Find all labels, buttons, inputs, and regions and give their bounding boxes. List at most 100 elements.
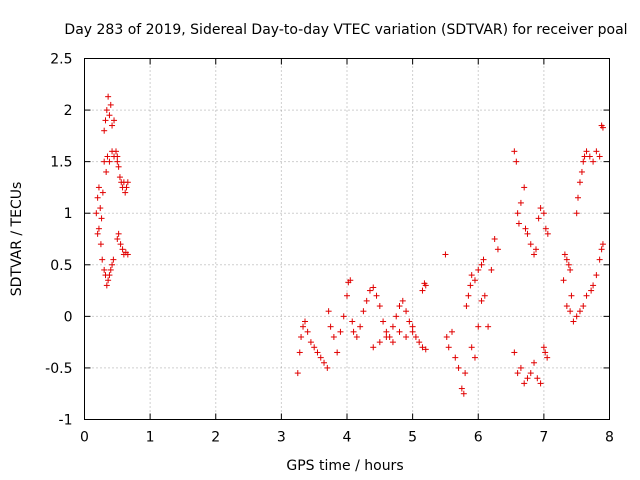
- data-point: [443, 333, 450, 340]
- data-point: [494, 246, 501, 253]
- data-point: [583, 292, 590, 299]
- x-tick-label: 6: [474, 430, 483, 446]
- data-point: [455, 364, 462, 371]
- y-tick-label: 2.5: [50, 52, 72, 68]
- data-point: [101, 158, 108, 165]
- data-point: [110, 256, 117, 263]
- data-point: [527, 370, 534, 377]
- data-point: [403, 333, 410, 340]
- data-point: [376, 303, 383, 310]
- data-point: [560, 277, 567, 284]
- data-point: [95, 225, 102, 232]
- grid-lines: [84, 58, 610, 420]
- data-point: [524, 375, 531, 382]
- data-point: [98, 215, 105, 222]
- data-point: [491, 236, 498, 242]
- data-point: [580, 303, 587, 310]
- data-point: [344, 292, 350, 299]
- data-point: [565, 261, 572, 268]
- data-point: [599, 124, 606, 131]
- data-point: [123, 184, 130, 191]
- data-point: [468, 272, 475, 279]
- data-point: [475, 266, 482, 273]
- data-point: [527, 241, 534, 248]
- data-point: [445, 344, 452, 351]
- data-point: [524, 230, 531, 237]
- data-point: [422, 346, 429, 353]
- data-point: [324, 364, 331, 371]
- data-point: [465, 292, 472, 299]
- data-point: [542, 225, 549, 232]
- y-axis-label: SDTVAR / TECUs: [9, 182, 25, 297]
- data-point: [471, 277, 478, 284]
- data-point: [561, 251, 568, 258]
- data-point: [366, 287, 373, 294]
- data-point: [113, 148, 119, 155]
- data-point: [353, 333, 360, 340]
- data-point: [462, 370, 469, 377]
- data-point: [350, 328, 357, 335]
- data-point: [370, 344, 377, 351]
- data-point: [521, 184, 528, 191]
- data-point: [97, 241, 104, 248]
- data-point: [109, 261, 116, 268]
- data-point: [460, 390, 467, 397]
- data-point: [463, 303, 470, 310]
- data-point: [583, 148, 590, 155]
- data-point: [383, 328, 390, 335]
- data-point: [471, 354, 478, 361]
- data-points: [93, 93, 606, 397]
- data-point: [511, 148, 518, 155]
- data-point: [373, 292, 380, 299]
- data-point: [480, 256, 487, 263]
- axis-ticks: 0 1 2 3 4 5 6 7 8 -1 -0.5 0 0.5 1 1.5 2 2.5: [45, 52, 614, 446]
- data-point: [467, 282, 474, 289]
- data-point: [101, 266, 108, 273]
- data-point: [376, 339, 383, 346]
- data-point: [302, 318, 308, 325]
- data-point: [531, 359, 538, 366]
- data-point: [485, 323, 492, 330]
- data-point: [537, 205, 544, 212]
- data-point: [101, 127, 108, 134]
- data-point: [537, 380, 544, 387]
- data-point: [300, 323, 307, 330]
- x-tick-label: 8: [605, 430, 614, 446]
- data-point: [531, 251, 538, 258]
- data-point: [389, 323, 396, 330]
- data-point: [409, 323, 416, 330]
- data-point: [314, 349, 321, 356]
- x-tick-label: 7: [539, 430, 548, 446]
- data-point: [325, 308, 332, 315]
- data-point: [593, 148, 600, 155]
- data-point: [513, 158, 520, 165]
- data-point: [599, 241, 606, 248]
- data-point: [383, 333, 390, 340]
- data-point: [419, 344, 426, 351]
- data-point: [535, 215, 542, 222]
- data-point: [327, 323, 334, 330]
- data-point: [114, 153, 121, 160]
- data-point: [93, 210, 100, 217]
- data-point: [106, 158, 113, 165]
- data-point: [107, 101, 114, 108]
- data-point: [105, 277, 112, 284]
- data-point: [334, 349, 341, 356]
- data-point: [573, 210, 580, 217]
- data-point: [109, 122, 116, 129]
- data-point: [515, 220, 522, 227]
- data-point: [478, 297, 485, 304]
- y-tick-label: 0: [64, 309, 73, 325]
- data-point: [103, 282, 110, 289]
- data-point: [449, 328, 455, 335]
- data-point: [588, 287, 595, 294]
- data-point: [124, 179, 131, 186]
- data-point: [330, 333, 337, 340]
- data-point: [580, 158, 587, 165]
- data-point: [370, 284, 377, 291]
- data-point: [522, 225, 529, 232]
- data-point: [563, 303, 570, 310]
- data-point: [104, 153, 111, 160]
- data-point: [111, 117, 118, 124]
- data-point: [596, 256, 603, 263]
